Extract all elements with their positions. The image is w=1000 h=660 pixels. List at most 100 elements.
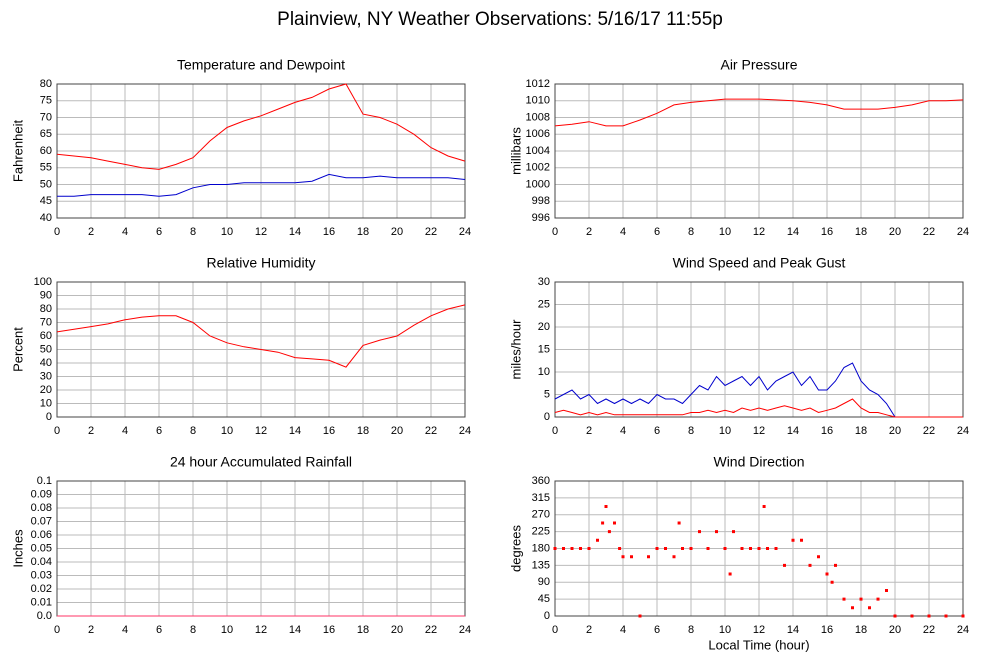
x-tick-label: 6 [654,226,660,238]
y-tick-label: 998 [532,195,550,207]
chart-title: Wind Speed and Peak Gust [673,255,846,271]
x-tick-label: 8 [688,226,694,238]
y-tick-label: 0.06 [31,529,52,541]
y-tick-label: 5 [544,388,550,400]
y-tick-label: 0.04 [31,556,52,568]
x-tick-label: 20 [391,425,403,437]
data-point [800,538,803,542]
x-tick-label: 22 [923,624,935,636]
x-tick-label: 24 [459,624,471,636]
x-tick-label: 14 [289,624,301,636]
y-tick-label: 40 [40,357,52,369]
x-tick-label: 18 [855,425,867,437]
y-tick-label: 315 [532,492,550,504]
x-tick-label: 2 [88,425,94,437]
y-tick-label: 0.1 [37,475,52,487]
chart-title: Temperature and Dewpoint [177,57,345,73]
x-tick-label: 14 [787,624,799,636]
y-tick-label: 0 [544,610,550,622]
y-tick-label: 0.08 [31,502,52,514]
x-tick-label: 14 [289,226,301,238]
data-point [715,530,718,534]
x-tick-label: 0 [54,226,60,238]
x-tick-label: 22 [923,226,935,238]
data-point [698,530,701,534]
x-tick-label: 8 [688,425,694,437]
x-tick-label: 14 [289,425,301,437]
data-point [732,530,735,534]
data-point [587,547,591,550]
y-tick-label: 1010 [526,95,550,107]
data-point [868,606,871,610]
data-point [630,555,633,559]
x-tick-label: 10 [221,624,233,636]
y-tick-label: 45 [40,195,52,207]
x-tick-label: 6 [156,226,162,238]
data-point [723,547,727,550]
data-point [706,547,710,550]
x-tick-label: 22 [425,425,437,437]
y-axis-label: Fahrenheit [10,120,25,183]
x-tick-label: 4 [122,624,128,636]
x-tick-label: 0 [54,425,60,437]
y-axis-label: millibars [508,127,523,175]
y-tick-label: 0.01 [31,596,52,608]
x-tick-label: 24 [459,425,471,437]
data-point [885,589,888,592]
chart-title: Wind Direction [713,454,804,470]
data-point [859,597,863,601]
y-tick-label: 15 [538,343,550,355]
data-point [893,614,897,618]
y-tick-label: 80 [40,303,52,315]
y-axis-label: miles/hour [508,319,523,380]
x-tick-label: 2 [586,425,592,437]
x-tick-label: 10 [719,425,731,437]
data-point [677,521,681,525]
x-tick-label: 22 [425,226,437,238]
y-tick-label: 0.07 [31,515,52,527]
x-tick-label: 10 [719,226,731,238]
x-tick-label: 6 [654,624,660,636]
y-tick-label: 0.03 [31,569,52,581]
y-tick-label: 50 [40,343,52,355]
x-tick-label: 18 [357,226,369,238]
x-tick-label: 2 [586,226,592,238]
data-point [817,555,820,559]
chart-title: Air Pressure [720,57,797,73]
data-point [681,547,684,550]
data-point [944,614,948,618]
y-tick-label: 0.02 [31,583,52,595]
x-tick-label: 20 [889,425,901,437]
data-point [842,597,846,601]
y-tick-label: 75 [40,95,52,107]
x-tick-label: 6 [156,425,162,437]
data-point [762,505,766,508]
page-title: Plainview, NY Weather Observations: 5/16… [277,9,723,30]
y-tick-label: 360 [532,475,550,487]
x-tick-label: 16 [821,624,833,636]
y-tick-label: 30 [40,370,52,382]
y-tick-label: 1006 [526,128,550,140]
data-point [655,547,659,550]
x-tick-label: 20 [391,624,403,636]
x-tick-label: 0 [552,425,558,437]
data-point [596,538,599,542]
y-axis-label: degrees [508,525,523,572]
x-axis-label: Local Time (hour) [708,637,809,652]
data-point [728,572,732,576]
data-point [621,555,625,559]
data-point [601,521,605,525]
data-point [749,547,752,550]
data-point [613,521,616,525]
data-point [672,555,676,559]
x-tick-label: 2 [88,226,94,238]
chart-title: Relative Humidity [207,255,316,271]
x-tick-label: 4 [122,425,128,437]
x-tick-label: 4 [620,226,626,238]
x-tick-label: 4 [122,226,128,238]
y-tick-label: 1004 [526,145,550,157]
data-line [554,98,964,127]
y-tick-label: 996 [532,212,550,224]
x-tick-label: 8 [190,425,196,437]
y-tick-label: 1008 [526,111,550,123]
